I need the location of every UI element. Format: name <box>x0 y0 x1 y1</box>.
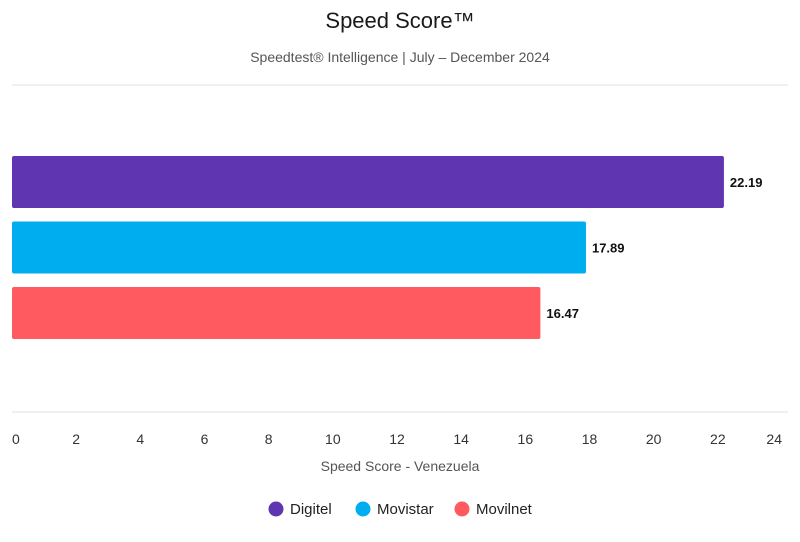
x-tick-8: 8 <box>265 431 273 447</box>
bar-movistar <box>12 221 586 274</box>
x-tick-12: 12 <box>389 431 405 447</box>
x-tick-4: 4 <box>136 431 144 447</box>
bar-movilnet <box>12 287 541 339</box>
legend-marker-movistar <box>355 501 371 517</box>
x-tick-20: 20 <box>646 431 662 447</box>
bar-digitel <box>12 156 724 208</box>
legend-item-movistar[interactable]: Movistar <box>355 501 434 518</box>
x-tick-10: 10 <box>325 431 341 447</box>
legend-marker-movilnet <box>454 501 470 517</box>
value-label-digitel: 22.19 <box>730 175 763 190</box>
legend-item-movilnet[interactable]: Movilnet <box>454 501 533 518</box>
legend-label-movistar: Movistar <box>377 501 434 518</box>
x-tick-0: 0 <box>12 431 20 447</box>
x-tick-24: 24 <box>766 431 782 447</box>
legend: Digitel Movistar Movilnet <box>268 501 533 518</box>
x-tick-2: 2 <box>72 431 80 447</box>
x-tick-16: 16 <box>518 431 534 447</box>
value-label-movilnet: 16.47 <box>546 306 579 321</box>
chart-title: Speed Score™ <box>325 8 474 33</box>
legend-label-movilnet: Movilnet <box>476 501 533 518</box>
x-tick-22: 22 <box>710 431 726 447</box>
legend-marker-digitel <box>268 501 284 517</box>
legend-label-digitel: Digitel <box>290 501 332 518</box>
x-tick-labels: 0 2 4 6 8 10 12 14 16 18 20 22 24 <box>12 431 782 447</box>
bars-group: 22.19 17.89 16.47 <box>12 156 762 339</box>
x-tick-14: 14 <box>453 431 469 447</box>
value-label-movistar: 17.89 <box>592 241 625 256</box>
x-tick-6: 6 <box>201 431 209 447</box>
x-tick-18: 18 <box>582 431 598 447</box>
legend-item-digitel[interactable]: Digitel <box>268 501 332 518</box>
chart-subtitle: Speedtest® Intelligence | July – Decembe… <box>250 49 550 65</box>
x-axis-label: Speed Score - Venezuela <box>321 458 480 474</box>
